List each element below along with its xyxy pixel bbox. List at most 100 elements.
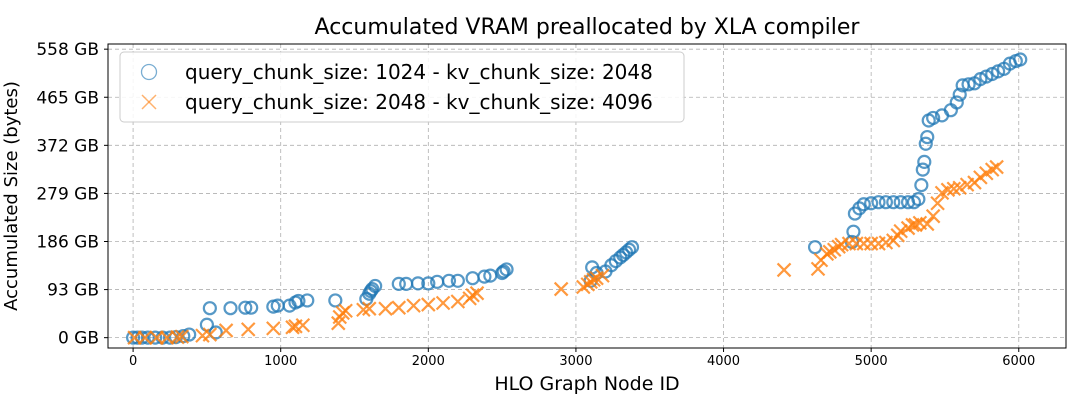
data-point-x [218,323,234,338]
y-axis: 0 GB 93 GB 186 GB 279 GB 372 GB 465 GB 558 GB [36,40,108,349]
data-point-circle [499,262,514,277]
y-tick-label: 372 GB [36,136,99,156]
data-point-x [174,329,190,344]
data-point-circle [291,293,306,309]
data-point-x [435,295,451,311]
x-tick-label: 0 [129,354,137,369]
data-point-x [338,303,353,319]
x-tick-label: 3000 [559,354,592,369]
legend-marker-circle [140,63,158,81]
data-point-circle [871,195,886,210]
data-point-x [989,159,1004,175]
data-point-x [240,322,256,337]
data-point-x [356,302,371,318]
data-point-circle [148,330,163,345]
data-point-circle [125,330,141,345]
legend: query_chunk_size: 1024 - kv_chunk_size: … [119,51,685,123]
data-point-x [469,285,485,301]
data-point-circle [391,276,406,291]
data-point-x [908,217,923,233]
data-point-circle [856,197,871,212]
x-tick-label: 2000 [412,354,445,369]
legend-marker-x [141,94,157,110]
x-tick-label: 5000 [855,354,888,369]
data-point-x [776,262,792,278]
data-point-x [295,317,311,333]
y-tick-label: 0 GB [58,329,99,349]
data-point-circle [949,95,964,110]
data-point-circle [365,281,380,297]
y-tick-label: 93 GB [47,281,99,301]
data-point-circle [893,195,908,210]
data-point-circle [604,258,619,273]
y-tick-label: 279 GB [36,184,99,204]
data-point-x [127,330,142,345]
data-point-x [952,180,967,196]
data-point-x [925,208,941,224]
data-point-circle [202,301,217,316]
x-axis-label: HLO Graph Node ID [494,373,679,395]
data-point-circle [915,162,930,177]
data-point-circle [1013,52,1028,67]
data-point-circle [852,201,867,216]
data-point-circle [410,276,426,291]
data-point-x [450,294,466,309]
data-point-circle [864,196,879,211]
plot-frame [107,43,1067,349]
data-point-circle [920,129,935,145]
data-point-x [595,268,610,283]
data-point-circle [878,195,894,210]
data-point-x [202,327,218,342]
data-point-circle [918,136,933,151]
x-tick-label: 1000 [264,354,297,369]
x-axis: 0 1000 2000 3000 4000 5000 6000 [129,348,1035,369]
data-point-x [946,181,962,197]
data-point-x [940,182,956,198]
y-tick-label: 558 GB [36,40,99,60]
data-point-x [378,301,393,316]
data-point-circle [914,178,929,193]
data-points [125,52,1028,345]
data-point-circle [300,293,315,308]
data-point-circle [238,300,253,315]
data-point-circle [952,87,967,102]
data-point-circle [961,77,976,92]
data-point-circle [911,192,926,207]
data-point-x [465,287,480,303]
data-point-circle [223,301,238,316]
data-point-x [149,330,164,345]
data-point-x [361,301,377,316]
y-axis-label: Accumulated Size (bytes) [1,81,22,311]
data-point-x [919,216,935,232]
x-tick-label: 4000 [707,354,740,369]
data-point-x [553,281,569,297]
data-point-circle [140,330,155,345]
data-point-circle [421,276,436,291]
data-point-circle [886,195,901,210]
legend-label-series-2: query_chunk_size: 2048 - kv_chunk_size: … [185,90,653,114]
data-point-circle [624,240,640,255]
data-point-x [266,321,281,336]
chart-title: Accumulated VRAM preallocated by XLA com… [315,15,861,40]
series-2 [127,159,1004,345]
data-point-x [822,244,838,260]
data-point-circle [450,273,465,288]
data-point-x [170,329,185,345]
data-point-circle [477,269,492,284]
data-point-circle [208,325,223,340]
data-point-circle [328,293,343,308]
data-point-x [984,162,1000,177]
data-point-x [576,279,591,295]
data-point-circle [441,273,457,288]
legend-label-series-1: query_chunk_size: 1024 - kv_chunk_size: … [185,60,653,84]
data-point-x [391,300,407,315]
y-tick-label: 186 GB [36,232,99,252]
data-point-circle [926,110,941,126]
data-point-x [893,223,908,239]
x-tick-label: 6000 [1002,354,1035,369]
data-point-x [137,330,153,345]
data-point-x [421,297,436,312]
data-point-x [930,195,945,211]
data-point-circle [244,300,259,315]
